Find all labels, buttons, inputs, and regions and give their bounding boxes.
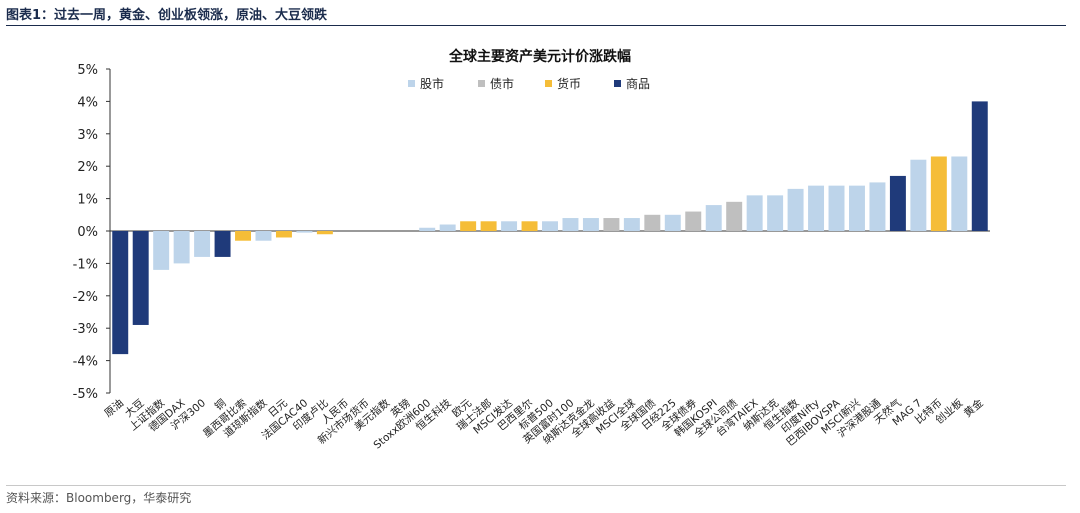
bar-chart: 全球主要资产美元计价涨跌幅 股市 债市 货币 商品 5% 4% 3% 2% 1% 0% -1% -2… (0, 30, 1080, 480)
y-tick-label: -3% (73, 322, 98, 337)
legend-swatch (614, 80, 621, 87)
bar (685, 211, 702, 231)
legend-swatch (478, 80, 485, 87)
legend-label: 货币 (557, 76, 581, 91)
y-tick-label: 5% (77, 63, 98, 78)
bar (194, 231, 211, 257)
y-tick-label: -1% (73, 257, 98, 272)
y-tick-label: 3% (77, 128, 98, 143)
bar (542, 221, 558, 231)
legend-label: 债市 (490, 76, 514, 91)
bar (971, 101, 988, 232)
footer-rule (6, 485, 1066, 486)
bar (726, 201, 743, 231)
bar (848, 185, 865, 231)
chart-legend: 股市 债市 货币 商品 (408, 76, 650, 91)
bar (746, 195, 763, 231)
bar (214, 231, 231, 257)
y-tick-label: -5% (73, 387, 98, 402)
y-tick-label: -2% (73, 290, 98, 305)
x-tick-label: 原油 (102, 396, 126, 419)
bar (767, 195, 784, 231)
y-tick-label: 1% (77, 193, 98, 208)
bar-series (112, 101, 988, 355)
header-rule (6, 25, 1066, 26)
bar (644, 214, 661, 231)
legend-label: 商品 (626, 76, 650, 91)
figure-title: 图表1：过去一周，黄金、创业板领涨，原油、大豆领跌 (6, 8, 328, 23)
y-tick-label: 2% (77, 160, 98, 175)
bar (275, 231, 292, 238)
bar (521, 221, 538, 231)
bar (132, 231, 149, 325)
bar (501, 221, 518, 231)
y-tick-label: 4% (77, 95, 98, 110)
y-tick-label: -4% (73, 355, 98, 370)
bar (808, 185, 825, 231)
y-tick-label: 0% (77, 225, 98, 240)
bar (480, 221, 497, 231)
bar (153, 231, 170, 270)
legend-label: 股市 (420, 76, 444, 91)
bar (828, 185, 845, 231)
bar (951, 156, 968, 231)
bar (235, 231, 252, 241)
chart-title: 全球主要资产美元计价涨跌幅 (448, 48, 631, 65)
bar (112, 231, 129, 355)
legend-swatch (545, 80, 552, 87)
bar (316, 231, 333, 235)
bar (787, 188, 804, 231)
bar (582, 218, 599, 231)
bar (603, 218, 620, 231)
y-axis: 5% 4% 3% 2% 1% 0% -1% -2% -3% -4% -5% (73, 63, 990, 402)
bar (460, 221, 477, 231)
bar (664, 214, 681, 231)
bar (562, 218, 579, 231)
bar (173, 231, 190, 264)
bar (255, 231, 272, 241)
source-note: 资料来源：Bloomberg，华泰研究 (6, 491, 192, 505)
bar (296, 231, 313, 233)
bar (930, 156, 947, 231)
bar (869, 182, 886, 231)
x-tick-label: 黄金 (961, 396, 986, 420)
bar (623, 218, 640, 231)
bar (705, 205, 722, 231)
bar (419, 227, 436, 231)
legend-swatch (408, 80, 415, 87)
chart-svg: 全球主要资产美元计价涨跌幅 股市 债市 货币 商品 5% 4% 3% 2% 1% 0% -1% -2… (73, 48, 990, 452)
bar (889, 175, 906, 231)
bar (910, 159, 927, 231)
bar (439, 224, 456, 231)
